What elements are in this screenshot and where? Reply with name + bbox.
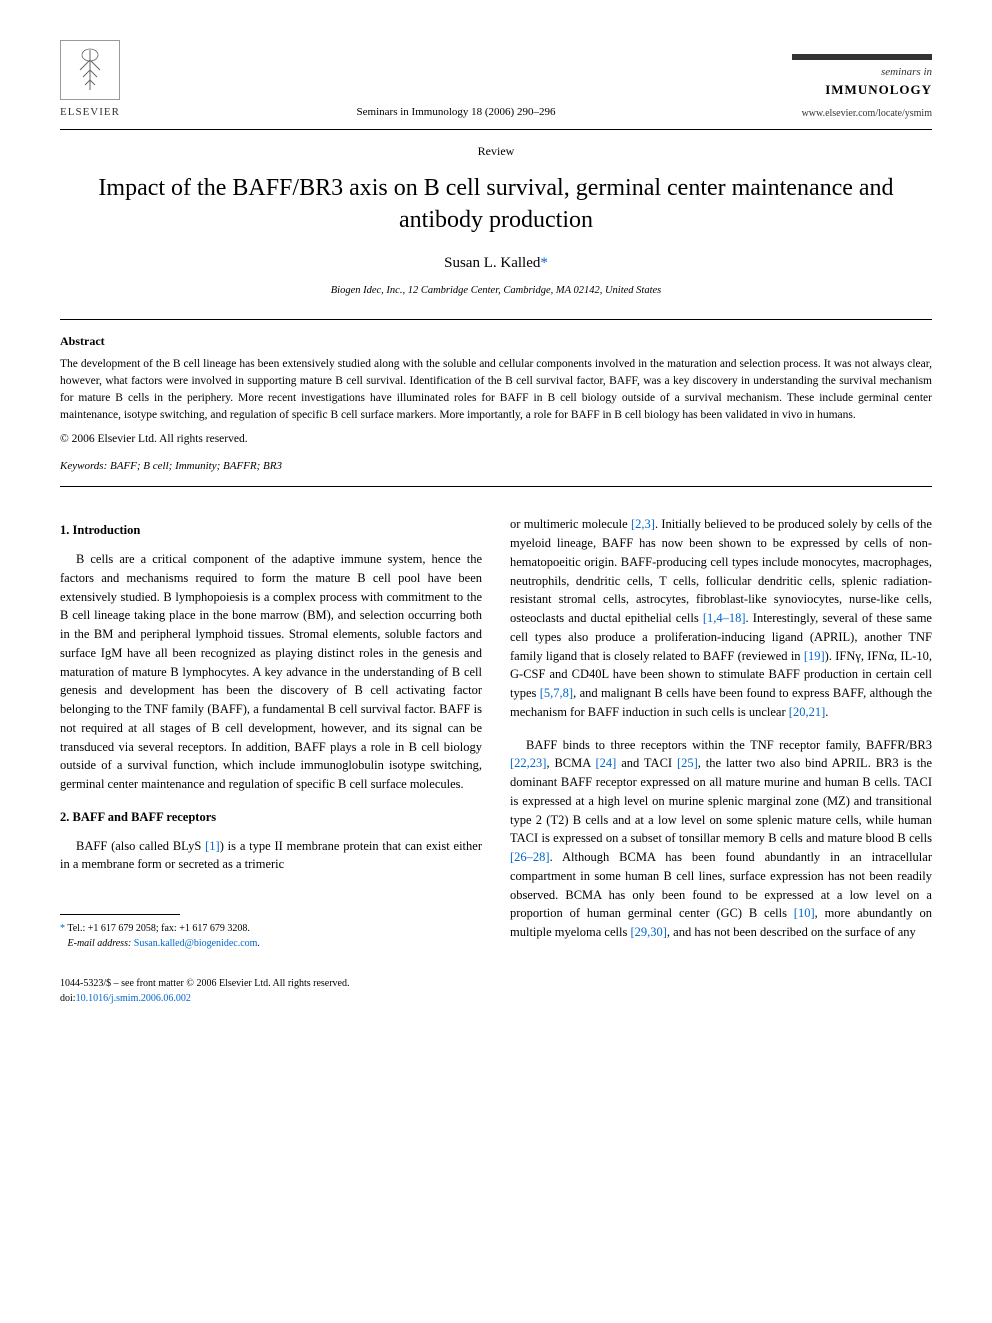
citation-link[interactable]: [2,3] [631,517,655,531]
body-columns: 1. Introduction B cells are a critical c… [60,515,932,956]
abstract-text: The development of the B cell lineage ha… [60,356,932,425]
footer: 1044-5323/$ – see front matter © 2006 El… [60,976,932,1006]
header-row: ELSEVIER Seminars in Immunology 18 (2006… [60,40,932,121]
abstract-block: Abstract The development of the B cell l… [60,319,932,488]
footnote-contact: Tel.: +1 617 679 2058; fax: +1 617 679 3… [67,923,250,934]
col2-para-1: or multimeric molecule [2,3]. Initially … [510,515,932,721]
citation-link[interactable]: [29,30] [630,925,666,939]
author-line: Susan L. Kalled* [60,252,932,275]
keywords-value: BAFF; B cell; Immunity; BAFFR; BR3 [110,460,282,472]
journal-url: www.elsevier.com/locate/ysmim [792,106,932,121]
doi-link[interactable]: 10.1016/j.smim.2006.06.002 [76,993,191,1004]
affiliation: Biogen Idec, Inc., 12 Cambridge Center, … [60,283,932,299]
footnote-separator [60,914,180,915]
citation-link[interactable]: [25] [677,756,698,770]
c2p2-c: and TACI [616,756,677,770]
col2-para-2: BAFF binds to three receptors within the… [510,736,932,942]
issn-line: 1044-5323/$ – see front matter © 2006 El… [60,976,932,991]
section-1-heading: 1. Introduction [60,521,482,540]
citation-link[interactable]: [24] [595,756,616,770]
citation-link[interactable]: [22,23] [510,756,546,770]
c2p1-a: or multimeric molecule [510,517,631,531]
section-1-para-1: B cells are a critical component of the … [60,550,482,794]
section-2-para-1: BAFF (also called BLyS [1]) is a type II… [60,837,482,875]
section-2-heading: 2. BAFF and BAFF receptors [60,808,482,827]
citation-link[interactable]: [1,4–18] [703,611,746,625]
c2p1-e: , and malignant B cells have been found … [510,686,932,719]
keywords-line: Keywords: BAFF; B cell; Immunity; BAFFR;… [60,458,932,475]
author-marker: * [540,255,548,271]
journal-seminars-label: seminars in [792,64,932,81]
header-rule [60,129,932,130]
citation-link[interactable]: [19] [804,649,825,663]
c2p2-a: BAFF binds to three receptors within the… [526,738,932,752]
footnote-marker: * [60,923,65,934]
author-name: Susan L. Kalled [444,255,540,271]
keywords-label: Keywords: [60,460,107,472]
c2p2-g: , and has not been described on the surf… [667,925,916,939]
column-right: or multimeric molecule [2,3]. Initially … [510,515,932,956]
doi-line: doi:10.1016/j.smim.2006.06.002 [60,991,932,1006]
article-title: Impact of the BAFF/BR3 axis on B cell su… [60,172,932,237]
citation-link[interactable]: [10] [794,906,815,920]
email-link[interactable]: Susan.kalled@biogenidec.com [134,938,258,949]
citation-link[interactable]: [1] [205,839,220,853]
journal-reference: Seminars in Immunology 18 (2006) 290–296 [120,104,792,121]
abstract-copyright: © 2006 Elsevier Ltd. All rights reserved… [60,431,932,448]
publisher-name: ELSEVIER [60,104,120,121]
citation-link[interactable]: [5,7,8] [540,686,573,700]
publisher-logo: ELSEVIER [60,40,120,121]
journal-logo: seminars in IMMUNOLOGY www.elsevier.com/… [792,54,932,121]
journal-name: IMMUNOLOGY [792,80,932,100]
abstract-heading: Abstract [60,332,932,350]
c2p1-f: . [825,705,828,719]
s2p1-text-a: BAFF (also called BLyS [76,839,205,853]
journal-logo-bar [792,54,932,60]
doi-label: doi: [60,993,76,1004]
c2p1-b: . Initially believed to be produced sole… [510,517,932,625]
elsevier-tree-icon [60,40,120,100]
article-type: Review [60,142,932,160]
c2p2-b: , BCMA [546,756,595,770]
column-left: 1. Introduction B cells are a critical c… [60,515,482,956]
email-label: E-mail address: [68,938,132,949]
citation-link[interactable]: [26–28] [510,850,550,864]
footnote-block: * Tel.: +1 617 679 2058; fax: +1 617 679… [60,921,482,951]
citation-link[interactable]: [20,21] [789,705,825,719]
